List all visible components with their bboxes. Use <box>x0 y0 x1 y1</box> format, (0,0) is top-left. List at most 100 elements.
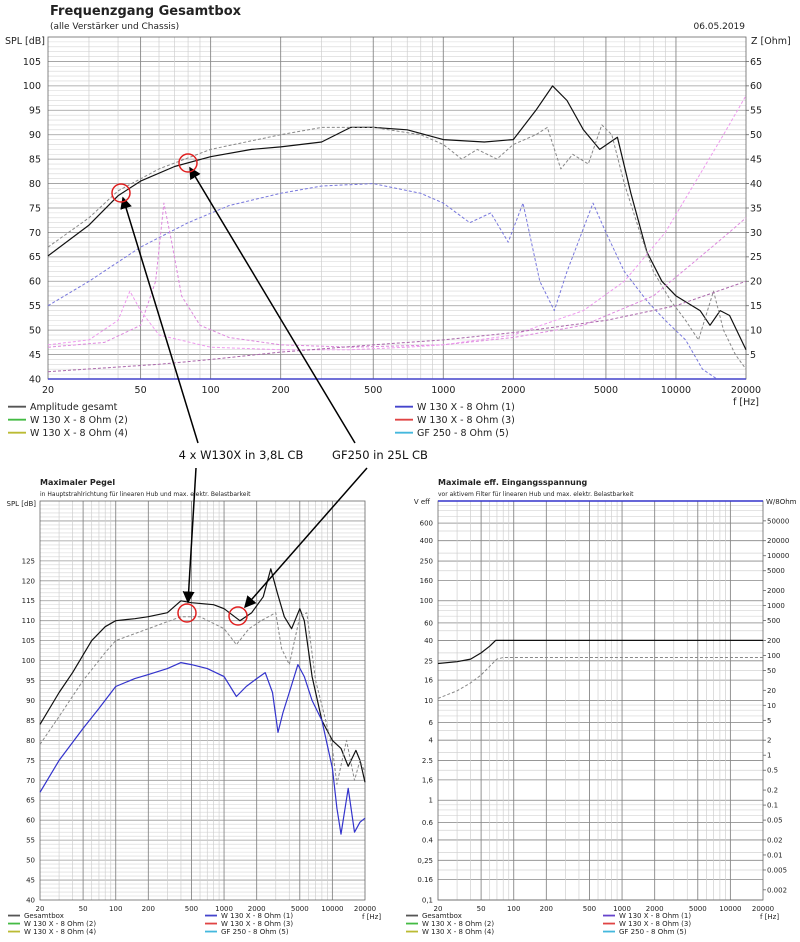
y2-tick-label: 500 <box>767 617 780 625</box>
series-line-1 <box>437 657 763 699</box>
y-tick-label: 0,25 <box>417 857 433 865</box>
y-tick-label: 25 <box>424 657 433 665</box>
legend-item: W 130 X - 8 Ohm (3) <box>395 415 515 426</box>
y-tick-label: 40 <box>26 896 35 904</box>
legend-label: GF 250 - 8 Ohm (5) <box>417 428 509 439</box>
y-tick-label: 0.6 <box>422 819 434 827</box>
legend-item: W 130 X - 8 Ohm (4) <box>406 928 494 936</box>
y-tick-label: 50 <box>29 325 41 336</box>
y2-tick-label: 50 <box>750 130 762 141</box>
legend-label: W 130 X - 8 Ohm (1) <box>221 912 293 920</box>
legend-label: W 130 X - 8 Ohm (1) <box>417 402 515 413</box>
y2-tick-label: 50000 <box>767 517 789 525</box>
y-tick-label: 80 <box>26 737 35 745</box>
series-line-3 <box>47 202 747 348</box>
legend-item: W 130 X - 8 Ohm (1) <box>603 912 691 920</box>
legend-label: W 130 X - 8 Ohm (2) <box>24 920 96 928</box>
chart-title: Maximale eff. Eingangsspannung <box>438 478 588 487</box>
legend-item: W 130 X - 8 Ohm (2) <box>406 920 494 928</box>
y-tick-label: 75 <box>29 203 41 214</box>
y2-tick-label: 10 <box>767 702 776 710</box>
y-tick-label: 115 <box>22 597 35 605</box>
x-tick-label: 1000 <box>613 905 631 913</box>
series-line-2 <box>39 662 366 835</box>
legend-label: W 130 X - 8 Ohm (4) <box>24 928 96 936</box>
y-tick-label: 65 <box>29 252 41 263</box>
y-axis-label: V eff <box>414 498 430 506</box>
y-tick-label: 90 <box>29 130 41 141</box>
y2-tick-label: 0.02 <box>767 836 783 844</box>
x-tick-label: 100 <box>507 905 520 913</box>
x-tick-label: 5000 <box>689 905 707 913</box>
y2-tick-label: 2000 <box>767 587 785 595</box>
x-tick-label: 20 <box>36 905 45 913</box>
legend-item: W 130 X - 8 Ohm (1) <box>395 402 515 413</box>
y-tick-label: 100 <box>23 81 41 92</box>
y-tick-label: 10 <box>424 697 433 705</box>
series-line-1 <box>39 612 366 785</box>
y2-tick-label: 2 <box>767 737 771 745</box>
y-tick-label: 90 <box>26 697 35 705</box>
annotation-gf250: GF250 in 25L CB <box>332 448 428 462</box>
y2-tick-label: 65 <box>750 57 762 68</box>
legend-label: W 130 X - 8 Ohm (3) <box>417 415 515 426</box>
y2-tick-label: 0.005 <box>767 866 787 874</box>
x-tick-label: 200 <box>142 905 155 913</box>
y2-tick-label: 1 <box>767 752 771 760</box>
x-tick-label: 500 <box>583 905 596 913</box>
legend-label: Amplitude gesamt <box>30 402 118 413</box>
x-tick-label: 100 <box>202 385 220 396</box>
y2-tick-label: 5000 <box>767 567 785 575</box>
y-tick-label: 95 <box>29 106 41 117</box>
x-tick-label: 50 <box>477 905 486 913</box>
y2-tick-label: 0.2 <box>767 787 778 795</box>
y-tick-label: 110 <box>22 617 35 625</box>
y-axis-label: SPL [dB] <box>7 500 37 508</box>
y2-tick-label: 20 <box>767 687 776 695</box>
y2-tick-label: 5 <box>767 717 771 725</box>
y-tick-label: 85 <box>26 717 35 725</box>
y2-tick-label: 200 <box>767 637 780 645</box>
y-tick-label: 120 <box>22 577 35 585</box>
legend-label: W 130 X - 8 Ohm (2) <box>30 415 128 426</box>
marker-circle-w130x-bottom <box>177 603 197 623</box>
y2-tick-label: 0.1 <box>767 802 778 810</box>
y-tick-label: 100 <box>420 597 433 605</box>
legend-label: GF 250 - 8 Ohm (5) <box>619 928 687 936</box>
chart-subtitle: in Hauptstrahlrichtung für linearen Hub … <box>40 491 251 498</box>
legend-label: W 130 X - 8 Ohm (2) <box>422 920 494 928</box>
y-tick-label: 600 <box>420 520 433 528</box>
x-tick-label: 5000 <box>594 385 618 396</box>
y2-tick-label: 10000 <box>767 552 789 560</box>
y-tick-label: 16 <box>424 677 433 685</box>
y-tick-label: 100 <box>22 657 35 665</box>
legend-label: GF 250 - 8 Ohm (5) <box>221 928 289 936</box>
arrow-gf250-bottom <box>244 467 368 609</box>
y2-tick-label: 30 <box>750 228 762 239</box>
y-tick-label: 0.16 <box>417 876 433 884</box>
y2-tick-label: 0.05 <box>767 817 783 825</box>
y2-tick-label: 40 <box>750 179 762 190</box>
y-tick-label: 400 <box>420 537 433 545</box>
y-tick-label: 1,6 <box>422 776 434 784</box>
legend-item: W 130 X - 8 Ohm (4) <box>8 428 128 439</box>
y-tick-label: 85 <box>29 154 41 165</box>
x-tick-label: 100 <box>109 905 122 913</box>
y-tick-label: 40 <box>424 637 433 645</box>
y-tick-label: 105 <box>22 637 35 645</box>
y-axis-label: SPL [dB] <box>5 36 45 47</box>
chart-0: 20 50 100 200 500 1000 2000 5000 10000 20000 40 45 5… <box>8 36 762 439</box>
y-tick-label: 70 <box>29 228 41 239</box>
legend-item: W 130 X - 8 Ohm (2) <box>8 415 128 426</box>
y2-tick-label: 100 <box>767 652 780 660</box>
x-axis-label: f [Hz] <box>733 397 759 408</box>
chart-subtitle: (alle Verstärker und Chassis) <box>50 22 179 32</box>
y2-tick-label: 1000 <box>767 602 785 610</box>
legend-label: W 130 X - 8 Ohm (3) <box>221 920 293 928</box>
x-tick-label: 2000 <box>646 905 664 913</box>
y2-tick-label: 5 <box>750 350 756 361</box>
x-tick-label: 20000 <box>752 905 774 913</box>
series-line-2 <box>47 183 718 380</box>
y-tick-label: 105 <box>23 57 41 68</box>
y2-tick-label: 50 <box>767 667 776 675</box>
